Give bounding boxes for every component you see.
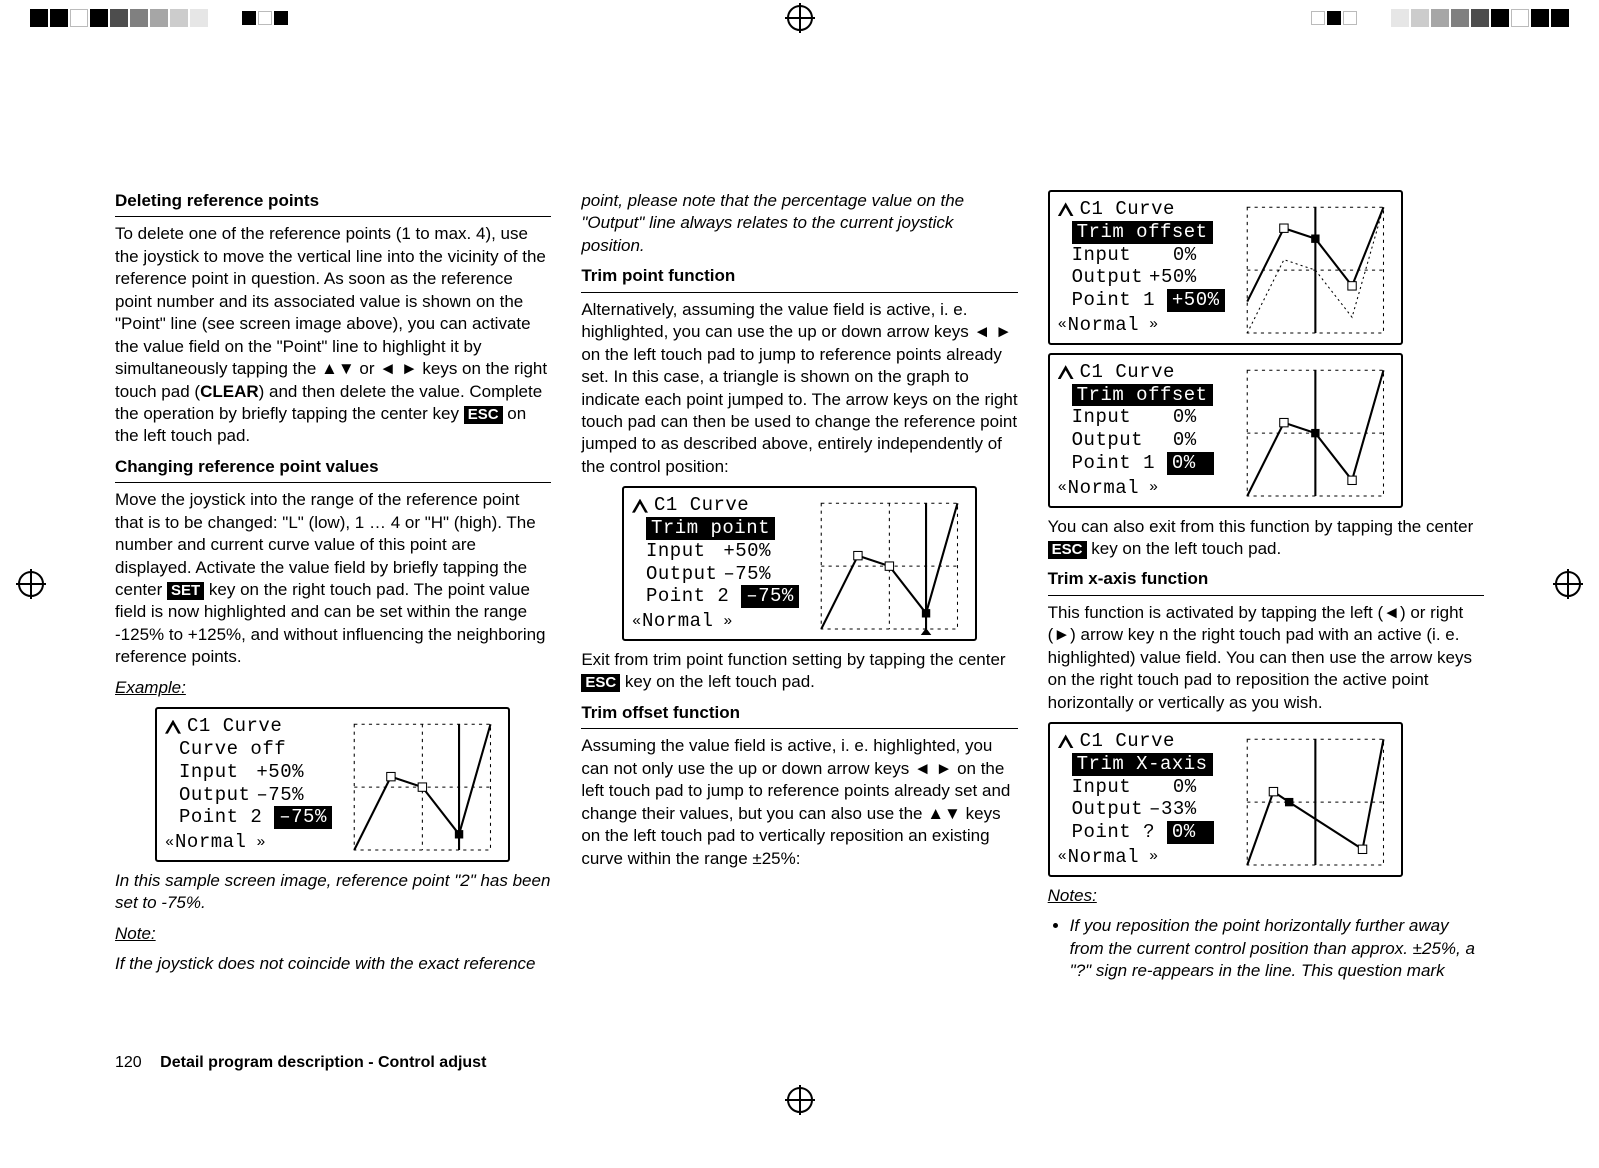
curve-graph-icon (1242, 365, 1389, 501)
lcd-screen-trim-offset-1: C1 Curve Trim offset Input0% Output+50% … (1048, 190, 1403, 345)
lcd-screen-trim-point: C1 Curve Trim point Input+50% Output–75%… (622, 486, 977, 641)
page-footer: 120 Detail program description - Control… (115, 1054, 486, 1072)
divider (581, 292, 1017, 293)
footer-title: Detail program description - Control adj… (160, 1054, 486, 1071)
heading-change-ref: Changing reference point values (115, 456, 551, 478)
column-1: Deleting reference points To delete one … (115, 190, 551, 1038)
esc-key-icon: ESC (1048, 541, 1087, 559)
divider (115, 482, 551, 483)
curve-graph-icon (1242, 202, 1389, 338)
screen-caption: In this sample screen image, reference p… (115, 870, 551, 915)
heading-trim-point: Trim point function (581, 265, 1017, 287)
page-content: Deleting reference points To delete one … (115, 190, 1484, 1038)
paragraph: To delete one of the reference points (1… (115, 223, 551, 447)
register-target-icon (787, 5, 813, 31)
divider (1048, 595, 1484, 596)
list-item: If you reposition the point horizontally… (1070, 915, 1484, 982)
heading-trim-xaxis: Trim x-axis function (1048, 568, 1484, 590)
lcd-screen-curve-off: C1 Curve Curve off Input+50% Output–75% … (155, 707, 510, 862)
lcd-screen-trim-offset-2: C1 Curve Trim offset Input0% Output0% Po… (1048, 353, 1403, 508)
heading-trim-offset: Trim offset function (581, 702, 1017, 724)
example-label: Example: (115, 677, 551, 699)
esc-key-icon: ESC (581, 674, 620, 692)
note-text: If the joystick does not coincide with t… (115, 953, 551, 975)
bottom-register-marks (0, 1087, 1599, 1113)
divider (115, 216, 551, 217)
curve-graph-icon (1242, 734, 1389, 870)
curve-graph-icon (349, 719, 496, 855)
top-register-marks (0, 5, 1599, 31)
register-target-icon (18, 571, 44, 597)
paragraph-continuation: point, please note that the percentage v… (581, 190, 1017, 257)
heading-delete-ref: Deleting reference points (115, 190, 551, 212)
curve-graph-icon (816, 498, 963, 634)
column-2: point, please note that the percentage v… (581, 190, 1017, 1038)
paragraph: Move the joystick into the range of the … (115, 489, 551, 669)
curve-icon (1058, 365, 1074, 379)
curve-icon (165, 720, 181, 734)
divider (581, 728, 1017, 729)
paragraph: You can also exit from this function by … (1048, 516, 1484, 561)
page-number: 120 (115, 1054, 142, 1071)
notes-label: Notes: (1048, 885, 1484, 907)
set-key-icon: SET (167, 582, 204, 600)
register-target-icon (787, 1087, 813, 1113)
curve-icon (1058, 734, 1074, 748)
paragraph: Alternatively, assuming the value field … (581, 299, 1017, 479)
notes-list: If you reposition the point horizontally… (1048, 915, 1484, 982)
paragraph: Assuming the value field is active, i. e… (581, 735, 1017, 870)
note-label: Note: (115, 923, 551, 945)
curve-icon (1058, 202, 1074, 216)
register-target-icon (1555, 571, 1581, 597)
column-3: C1 Curve Trim offset Input0% Output+50% … (1048, 190, 1484, 1038)
curve-icon (632, 499, 648, 513)
paragraph: This function is activated by tapping th… (1048, 602, 1484, 714)
esc-key-icon: ESC (464, 406, 503, 424)
lcd-screen-trim-xaxis: C1 Curve Trim X-axis Input0% Output–33% … (1048, 722, 1403, 877)
screen-caption: Exit from trim point function setting by… (581, 649, 1017, 694)
